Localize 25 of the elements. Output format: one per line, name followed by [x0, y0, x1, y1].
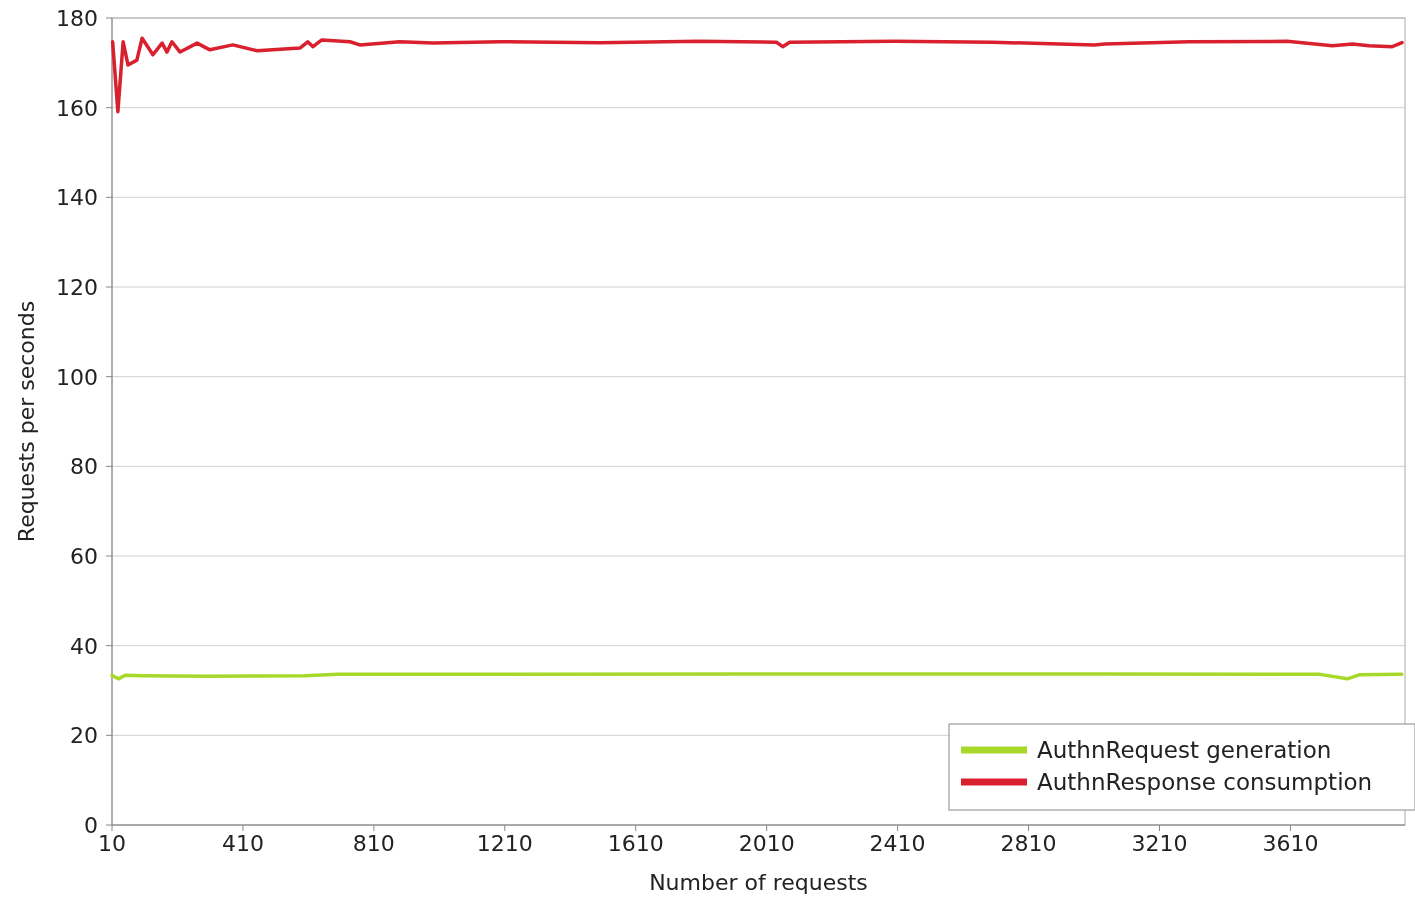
x-tick-label: 2410	[869, 831, 926, 856]
y-tick-label: 100	[56, 364, 98, 390]
x-tick-label: 3610	[1262, 831, 1319, 856]
x-axis-title: Number of requests	[649, 870, 868, 895]
x-tick-label: 2010	[738, 831, 795, 856]
y-axis-title: Requests per seconds	[14, 300, 39, 543]
line-series	[110, 36, 1404, 114]
x-tick-label: 410	[221, 831, 264, 856]
y-tick-label: 60	[70, 544, 98, 569]
x-tick-label: 1210	[476, 831, 533, 856]
x-tick-label: 1610	[607, 831, 664, 856]
y-tick-label: 20	[70, 723, 98, 749]
x-tick-label: 2810	[1000, 831, 1057, 856]
y-tick-label: 180	[56, 6, 98, 31]
x-tick-label: 810	[352, 831, 395, 856]
y-tick-label: 140	[56, 185, 98, 211]
x-tick-label: 3210	[1131, 831, 1188, 856]
y-tick-label: 0	[84, 813, 98, 838]
legend-label: AuthnRequest generation	[1037, 737, 1332, 763]
y-tick-label: 80	[70, 454, 98, 480]
legend-label: AuthnResponse consumption	[1037, 769, 1373, 795]
x-tick-label: 10	[98, 831, 126, 856]
y-tick-label: 40	[70, 633, 98, 659]
y-tick-label: 160	[56, 95, 98, 121]
y-tick-label: 120	[56, 275, 98, 300]
